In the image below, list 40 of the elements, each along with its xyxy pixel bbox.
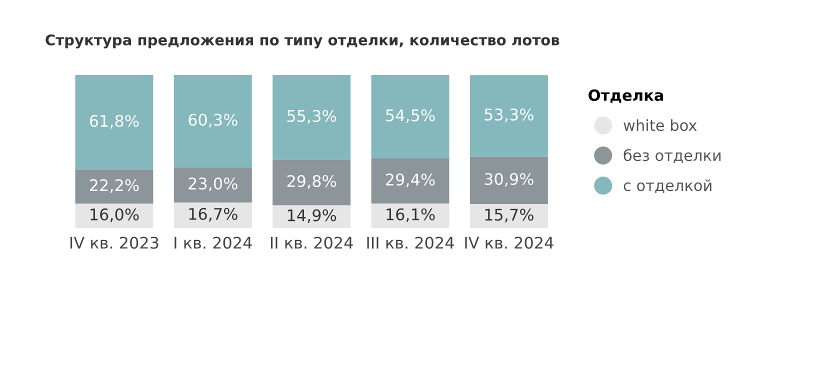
data-label: 29,8% (287, 175, 336, 189)
x-tick-label: III кв. 2024 (367, 236, 454, 249)
bar (371, 75, 450, 158)
bar (174, 202, 252, 228)
bar (470, 75, 548, 157)
data-label: 16,0% (90, 208, 139, 222)
bar (75, 204, 154, 228)
data-label: 23,0% (188, 177, 238, 192)
data-label: 53,3% (484, 108, 534, 122)
data-label: 22,2% (90, 179, 139, 193)
data-label: 60,3% (188, 114, 238, 128)
data-label: 29,4% (386, 173, 435, 188)
bar (272, 75, 351, 160)
data-label: 16,1% (386, 208, 435, 222)
legend-label: white box (624, 119, 697, 132)
data-label: 15,7% (485, 208, 534, 222)
bar (470, 204, 548, 228)
data-label: 54,5% (386, 109, 435, 123)
x-tick-label: IV кв. 2024 (465, 236, 554, 249)
x-tick-label: IV кв. 2023 (70, 236, 158, 249)
data-label: 30,9% (484, 172, 534, 187)
data-label: 55,3% (287, 110, 336, 124)
bar (75, 75, 154, 170)
legend-label: без отделки (624, 149, 721, 163)
bar (75, 170, 154, 204)
bar (272, 160, 351, 206)
bar (371, 203, 450, 228)
data-label: 14,9% (288, 209, 336, 223)
legend-title: Отделка (588, 89, 664, 103)
bar (470, 156, 548, 204)
bar (174, 75, 252, 168)
legend-label: с отделкой (624, 179, 712, 194)
data-label: 16,7% (189, 208, 238, 222)
bar (272, 205, 351, 228)
chart-title: Структура предложения по типу отделки, количество лотов (46, 34, 560, 48)
data-label: 61,8% (90, 114, 139, 129)
bar (371, 158, 450, 204)
x-tick-label: I кв. 2024 (174, 236, 252, 249)
bar (174, 167, 252, 203)
x-tick-label: II кв. 2024 (270, 236, 353, 249)
